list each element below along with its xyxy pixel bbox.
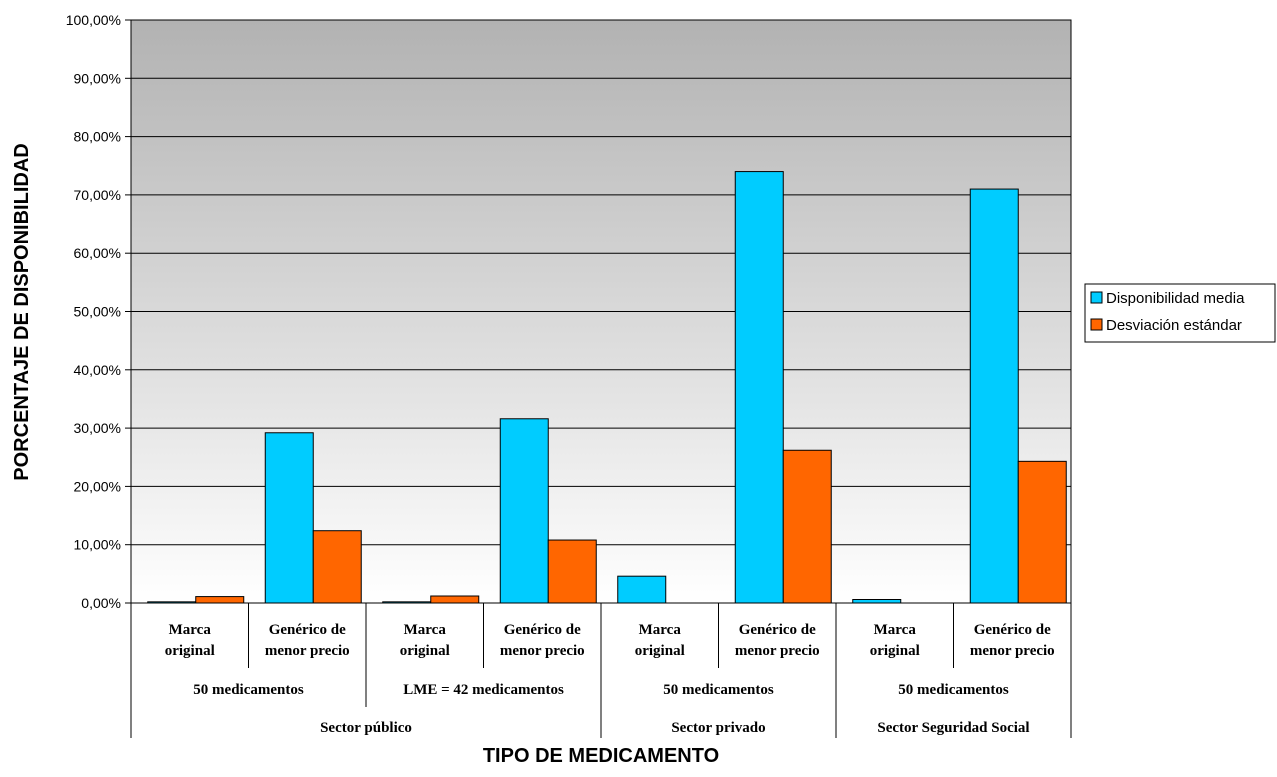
x-sector-label: Sector Seguridad Social xyxy=(877,720,1029,736)
x-group-label: LME = 42 medicamentos xyxy=(403,682,564,698)
x-group-label: 50 medicamentos xyxy=(193,682,304,698)
x-category-label: Genérico de xyxy=(739,622,816,638)
x-group-label: 50 medicamentos xyxy=(898,682,1009,698)
y-tick-label: 60,00% xyxy=(74,245,121,261)
bar-series-1 xyxy=(264,432,314,604)
x-category-label: Marca xyxy=(404,622,447,638)
y-tick-label: 70,00% xyxy=(74,187,121,203)
x-category-label: original xyxy=(870,643,920,659)
x-category-label: Marca xyxy=(874,622,917,638)
x-category-label: Marca xyxy=(639,622,682,638)
x-category-label: original xyxy=(400,643,450,659)
legend-swatch-series-1 xyxy=(1090,291,1103,304)
y-tick-label: 100,00% xyxy=(66,12,121,28)
x-category-label: original xyxy=(165,643,215,659)
y-tick-label: 50,00% xyxy=(74,304,121,320)
y-tick-label: 40,00% xyxy=(74,362,121,378)
x-category-label: Genérico de xyxy=(269,622,346,638)
legend-swatch-series-2 xyxy=(1090,318,1103,331)
x-category-label: original xyxy=(635,643,685,659)
bar-series-2 xyxy=(1017,460,1067,604)
y-tick-label: 10,00% xyxy=(74,537,121,553)
x-group-label: 50 medicamentos xyxy=(663,682,774,698)
bar-series-2 xyxy=(547,539,597,604)
x-category-label: menor precio xyxy=(970,643,1055,659)
y-axis: 0,00% 10,00% 20,00% 30,00% 40,00% 50,00% 60,00… xyxy=(66,12,131,611)
legend-label-series-2: Desviación estándar xyxy=(1106,317,1242,334)
x-category-label: menor precio xyxy=(265,643,350,659)
y-tick-label: 80,00% xyxy=(74,129,121,145)
bar-series-1 xyxy=(734,171,784,604)
y-tick-label: 90,00% xyxy=(74,70,121,86)
x-sector-label: Sector público xyxy=(320,720,412,736)
x-axis: Marca original Genérico de menor precio Marc… xyxy=(130,603,1072,738)
bar-series-2 xyxy=(430,595,480,604)
bar-series-2 xyxy=(195,596,245,604)
bar-series-1 xyxy=(852,599,902,604)
legend-label-series-1: Disponibilidad media xyxy=(1106,290,1245,307)
y-tick-label: 20,00% xyxy=(74,478,121,494)
y-tick-label: 0,00% xyxy=(81,595,121,611)
y-tick-label: 30,00% xyxy=(74,420,121,436)
y-axis-title: PORCENTAJE DE DISPONIBILIDAD xyxy=(11,143,33,480)
bar-series-1 xyxy=(499,418,549,604)
x-axis-title: TIPO DE MEDICAMENTO xyxy=(483,745,719,767)
bar-series-1 xyxy=(969,188,1019,604)
x-category-label: Genérico de xyxy=(504,622,581,638)
legend-box xyxy=(1084,283,1276,343)
x-category-label: menor precio xyxy=(735,643,820,659)
x-category-label: Genérico de xyxy=(974,622,1051,638)
bar-series-1 xyxy=(617,575,667,604)
x-sector-label: Sector privado xyxy=(671,720,765,736)
bars xyxy=(147,171,1067,604)
bar-series-2 xyxy=(312,530,362,604)
x-category-label: Marca xyxy=(169,622,212,638)
legend: Disponibilidad media Desviación estándar xyxy=(1084,283,1276,343)
bar-series-2 xyxy=(782,449,832,604)
x-category-label: menor precio xyxy=(500,643,585,659)
